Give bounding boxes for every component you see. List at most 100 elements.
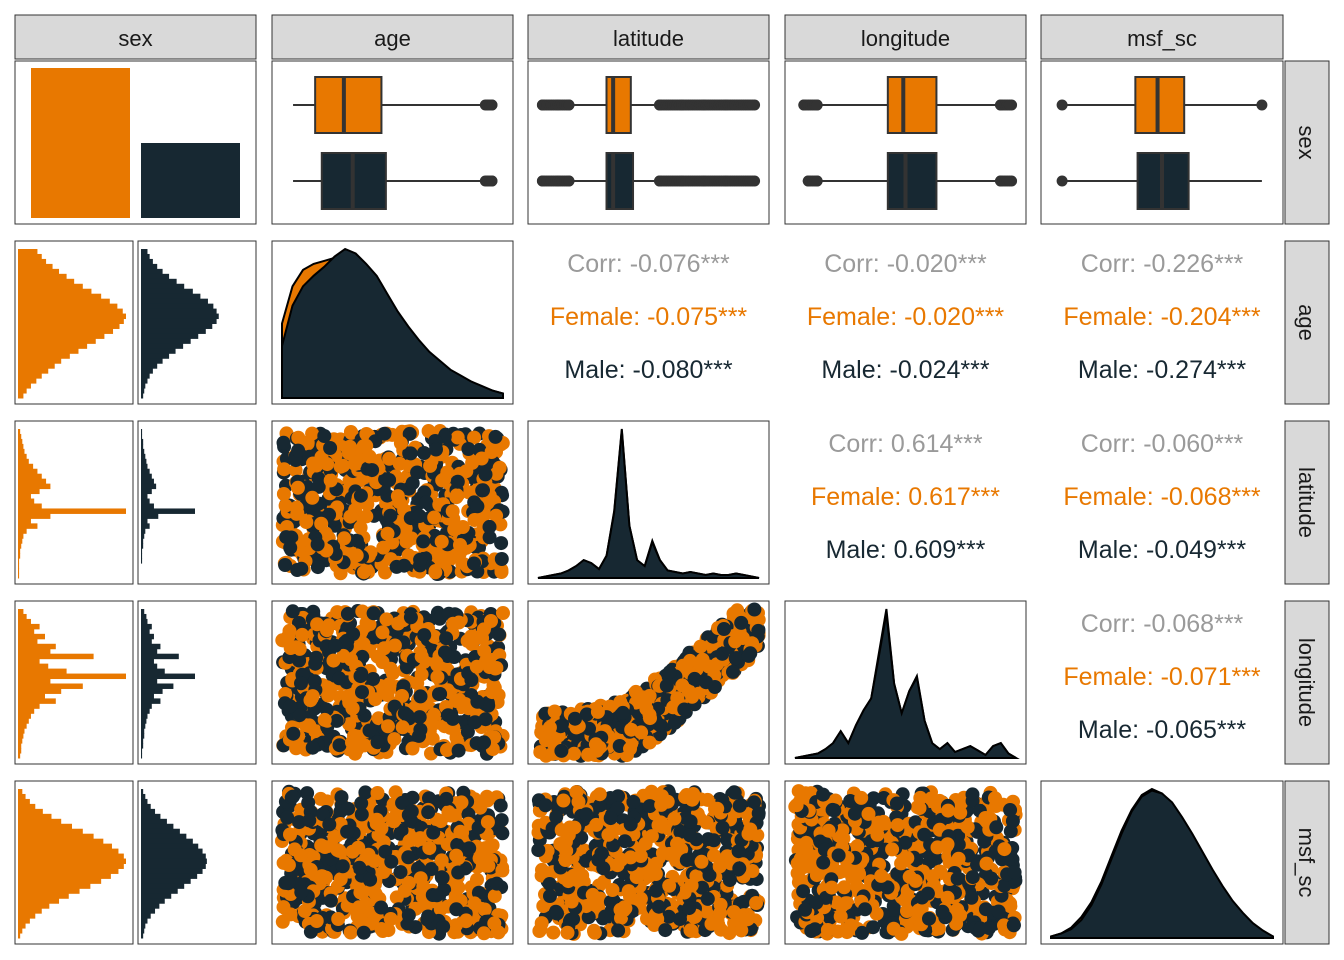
boxplot-outlier-age-male (486, 175, 498, 187)
hist-bar-age-male (141, 268, 163, 275)
scatter-point (356, 637, 371, 651)
scatter-point (654, 797, 669, 812)
scatter-point (276, 900, 291, 915)
hist-bar-msf_sc-male (141, 918, 148, 924)
corr-male: Male: -0.274*** (1078, 356, 1246, 384)
hist-bar-msf_sc-female (18, 853, 124, 860)
scatter-point (726, 664, 740, 679)
hist-bar-latitude-male (141, 503, 154, 509)
scatter-point (683, 814, 698, 829)
scatter-point (616, 903, 631, 918)
scatter-point (464, 629, 479, 644)
scatter-point (653, 815, 668, 830)
scatter-point (358, 785, 373, 800)
scatter-point (592, 787, 607, 802)
scatter-point (376, 865, 391, 879)
strip-right-label-latitude: latitude (1294, 467, 1319, 538)
scatter-point (353, 488, 368, 503)
scatter-point (659, 678, 674, 693)
hist-bar-age-female (18, 263, 53, 270)
scatter-point (789, 798, 804, 813)
scatter-point (292, 708, 307, 723)
scatter-point (310, 560, 325, 575)
hist-bar-longitude-female (18, 748, 22, 754)
scatter-point (467, 896, 482, 911)
scatter-point (796, 884, 811, 899)
scatter-point (633, 891, 648, 906)
hist-bar-latitude-male (141, 463, 148, 470)
hist-bar-latitude-female (18, 513, 51, 519)
hist-bar-latitude-male (141, 513, 159, 519)
hist-bar-age-female (18, 378, 37, 384)
hist-bar-longitude-male (141, 638, 152, 645)
hist-bar-latitude-female (18, 443, 24, 450)
scatter-point (739, 912, 754, 927)
strip-top-label-msf_sc: msf_sc (1127, 26, 1197, 51)
strip-right-sex (1284, 60, 1330, 225)
hist-bar-age-female (18, 393, 24, 399)
bar-female (31, 68, 130, 218)
corr-female: Female: -0.020*** (807, 303, 1005, 331)
hist-bar-msf_sc-female (18, 908, 42, 914)
scatter-point (377, 641, 392, 656)
scatter-point (294, 561, 309, 576)
scatter-point (816, 787, 831, 802)
scatter-point (621, 884, 636, 899)
scatter-point (831, 848, 846, 863)
corr-overall: Corr: -0.076*** (567, 250, 730, 278)
scatter-point (960, 820, 975, 835)
boxplot-box-latitude-female (605, 76, 632, 134)
hist-bar-age-male (141, 283, 185, 290)
scatter-point (487, 889, 502, 904)
scatter-point (381, 719, 395, 734)
hist-bar-latitude-male (141, 528, 146, 534)
panel-scatter-latitude-age (271, 420, 514, 585)
scatter-point (451, 743, 466, 758)
hist-bar-msf_sc-male (141, 789, 144, 795)
hist-bar-msf_sc-male (141, 848, 203, 855)
scatter-point (449, 488, 464, 503)
scatter-point (421, 424, 436, 438)
scatter-point (481, 858, 496, 873)
scatter-point (633, 849, 648, 863)
strip-top-label-longitude: longitude (861, 26, 950, 51)
scatter-point (280, 810, 295, 825)
scatter-point (495, 826, 510, 841)
scatter-point (424, 862, 439, 876)
hist-bar-longitude-male (141, 673, 195, 680)
scatter-point (382, 451, 397, 466)
corr-female: Female: -0.204*** (1063, 303, 1261, 331)
boxplot-outlier-longitude-male (1003, 175, 1015, 187)
hist-bar-age-male (141, 348, 176, 354)
scatter-point (965, 870, 980, 885)
scatter-point (684, 923, 699, 938)
scatter-point (726, 606, 741, 621)
strip-top-label-sex: sex (118, 26, 152, 51)
scatter-point (376, 540, 391, 555)
hist-bar-age-female (18, 358, 62, 364)
hist-bar-msf_sc-male (141, 793, 146, 800)
panel-hist-latitude-female (14, 420, 134, 585)
hist-bar-age-female (18, 338, 96, 344)
scatter-point (314, 838, 329, 853)
scatter-point (643, 711, 657, 726)
hist-bar-age-female (18, 258, 47, 265)
hist-bar-age-male (141, 288, 193, 295)
panel-sex-msf_sc (1040, 60, 1284, 225)
hist-bar-longitude-female (18, 623, 40, 630)
scatter-point (470, 499, 485, 514)
hist-bar-latitude-female (18, 488, 40, 495)
hist-bar-longitude-female (18, 703, 40, 709)
scatter-point (666, 700, 681, 715)
scatter-point (332, 843, 347, 858)
scatter-point (333, 872, 348, 887)
hist-bar-latitude-male (141, 453, 146, 460)
scatter-point (340, 824, 355, 839)
hist-bar-longitude-male (141, 633, 154, 640)
scatter-point (751, 806, 766, 821)
scatter-point (434, 853, 449, 868)
hist-bar-longitude-male (141, 643, 161, 650)
scatter-point (736, 894, 751, 909)
scatter-point (369, 812, 384, 827)
hist-bar-longitude-male (141, 698, 161, 704)
